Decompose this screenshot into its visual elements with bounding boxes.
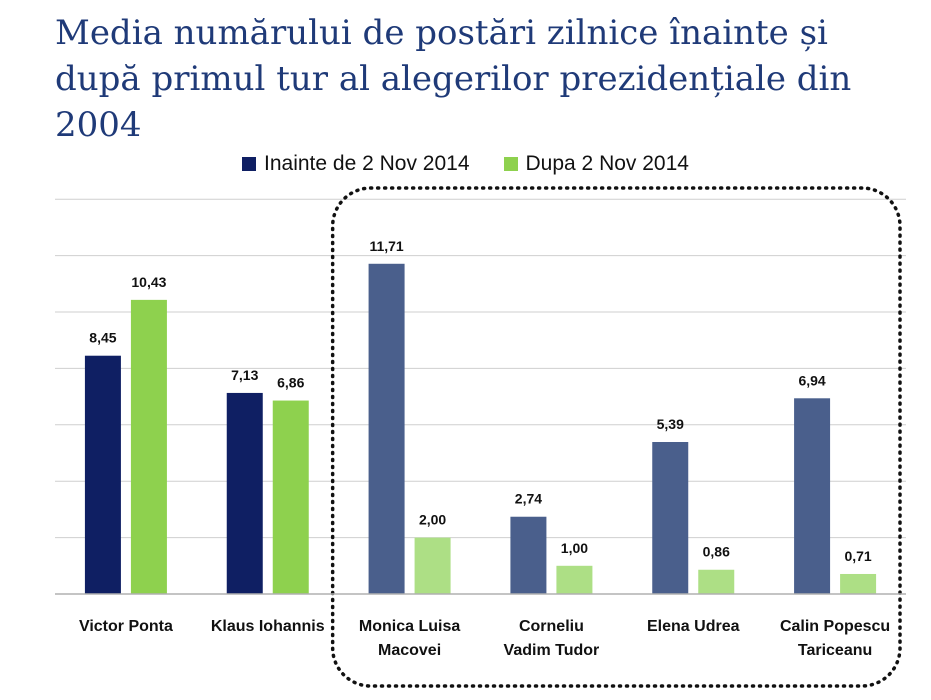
data-label: 6,86 [277, 375, 304, 391]
legend-item-after: Dupa 2 Nov 2014 [503, 152, 689, 176]
legend-swatch-after [503, 157, 518, 171]
x-tick-label: Elena Udrea [647, 618, 740, 635]
bar-before [794, 398, 831, 594]
bar-before [226, 392, 263, 594]
x-tick-label: Macovei [378, 642, 441, 659]
bar-after [840, 573, 877, 594]
bar-after [272, 400, 309, 594]
bar-after [698, 569, 735, 594]
data-label: 0,71 [844, 548, 871, 564]
data-label: 1,00 [561, 540, 588, 556]
data-label: 5,39 [657, 416, 684, 432]
x-tick-label: Vadim Tudor [504, 642, 600, 659]
bar-after [414, 537, 451, 594]
legend-label-after: Dupa 2 Nov 2014 [525, 152, 689, 175]
bar-before [510, 516, 547, 594]
x-tick-label: Klaus Iohannis [211, 618, 325, 635]
data-label: 2,74 [515, 491, 542, 507]
bar-before [84, 355, 121, 594]
legend: Inainte de 2 Nov 2014 Dupa 2 Nov 2014 [0, 152, 931, 176]
data-label: 2,00 [419, 512, 446, 528]
legend-label-before: Inainte de 2 Nov 2014 [264, 152, 470, 175]
legend-item-before: Inainte de 2 Nov 2014 [242, 152, 470, 176]
chart-title: Media numărului de postări zilnice înain… [55, 13, 852, 145]
legend-swatch-before [242, 157, 257, 171]
data-label: 0,86 [703, 544, 730, 560]
data-label: 7,13 [231, 367, 258, 383]
x-tick-label: Tariceanu [798, 642, 872, 659]
bar-after [556, 565, 593, 594]
x-tick-label: Calin Popescu [780, 618, 890, 635]
bar-before [368, 263, 405, 594]
x-tick-label: Victor Ponta [79, 618, 173, 635]
data-label: 11,71 [369, 238, 403, 254]
data-label: 10,43 [131, 274, 166, 290]
x-tick-label: Corneliu [519, 618, 584, 635]
data-label: 8,45 [89, 330, 116, 346]
highlight-box [330, 186, 902, 688]
x-tick-label: Monica Luisa [359, 618, 460, 635]
bar-after [130, 299, 167, 594]
bar-before [652, 442, 689, 594]
data-label: 6,94 [798, 372, 825, 388]
